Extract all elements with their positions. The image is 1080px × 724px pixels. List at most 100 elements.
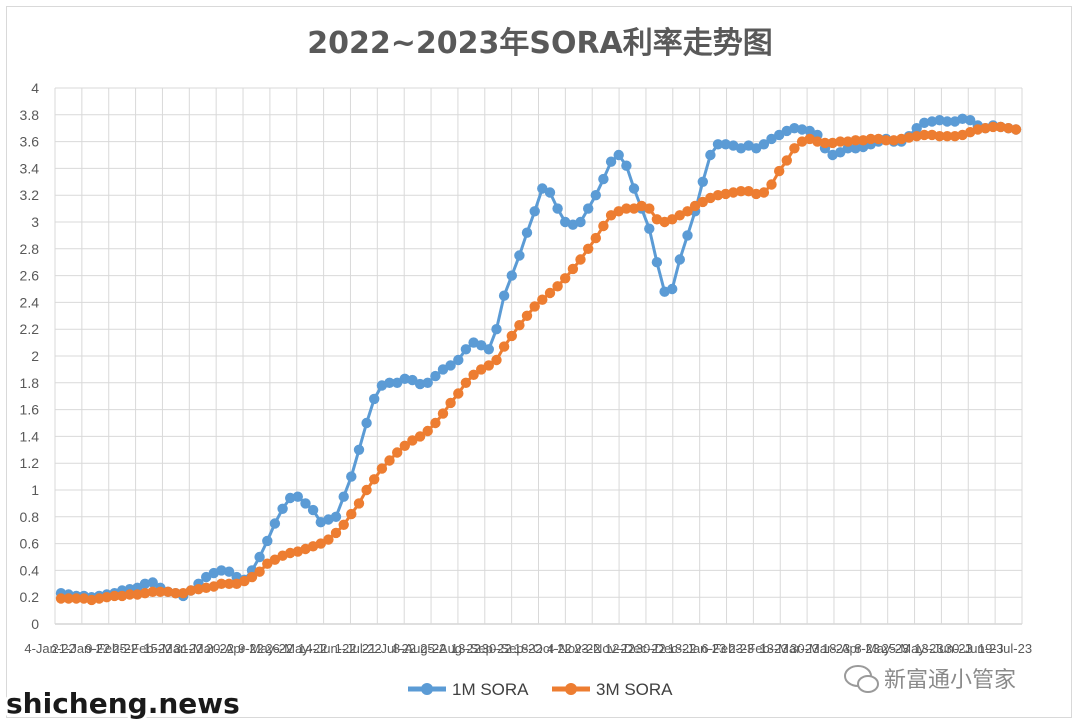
data-point bbox=[766, 133, 777, 145]
data-point bbox=[827, 137, 838, 149]
grid bbox=[54, 87, 1023, 625]
data-point bbox=[246, 571, 258, 583]
data-point bbox=[216, 565, 227, 576]
data-point bbox=[498, 290, 510, 301]
data-point bbox=[789, 143, 800, 154]
data-point bbox=[109, 590, 120, 602]
x-tick-label: 13-Jun-23 bbox=[914, 641, 973, 656]
y-tick-label: 2.6 bbox=[20, 268, 40, 284]
y-tick-label: 0.2 bbox=[20, 589, 40, 605]
data-point bbox=[453, 388, 464, 399]
data-point bbox=[55, 593, 67, 604]
data-point bbox=[338, 491, 349, 502]
data-point bbox=[705, 149, 716, 161]
data-point bbox=[537, 183, 548, 194]
legend-item-1m: 1M SORA bbox=[408, 680, 529, 699]
data-point bbox=[621, 160, 632, 171]
data-point bbox=[407, 374, 418, 386]
data-point bbox=[269, 554, 281, 565]
data-point bbox=[338, 519, 349, 530]
data-point bbox=[575, 216, 586, 228]
x-tick-label: 13-Sep-22 bbox=[451, 641, 512, 656]
data-point bbox=[911, 123, 922, 134]
data-point bbox=[942, 131, 953, 142]
data-point bbox=[667, 283, 678, 295]
data-point bbox=[529, 206, 540, 217]
data-point bbox=[751, 188, 762, 200]
data-point bbox=[223, 578, 235, 589]
data-point bbox=[575, 254, 586, 265]
data-point bbox=[460, 344, 472, 355]
data-point bbox=[254, 566, 265, 577]
data-point bbox=[529, 301, 540, 312]
x-tick-label: 30-Dec-22 bbox=[636, 641, 697, 656]
data-point bbox=[735, 186, 747, 197]
data-point bbox=[307, 504, 319, 516]
data-point bbox=[453, 354, 464, 366]
data-point bbox=[139, 578, 151, 589]
y-tick-label: 1.8 bbox=[20, 375, 40, 391]
data-point bbox=[644, 223, 655, 234]
x-tick-label: 14-Jun-22 bbox=[298, 641, 357, 656]
data-point bbox=[445, 397, 456, 409]
x-tick-label: 18-Apr-23 bbox=[822, 641, 880, 656]
data-point bbox=[491, 324, 502, 335]
data-point bbox=[491, 354, 502, 366]
data-point bbox=[560, 273, 571, 284]
data-point bbox=[987, 121, 999, 133]
data-point bbox=[506, 270, 517, 281]
data-point bbox=[644, 203, 655, 214]
data-point bbox=[483, 344, 494, 355]
data-point bbox=[980, 123, 991, 134]
x-tick-label: 19-Jul-23 bbox=[978, 641, 1032, 656]
data-point bbox=[842, 136, 854, 147]
data-point bbox=[292, 491, 303, 502]
data-point bbox=[78, 593, 90, 604]
legend-marker-1m bbox=[421, 683, 433, 695]
x-tick-label: 8-Aug-22 bbox=[393, 641, 446, 656]
x-tick-label: 15-Mar-22 bbox=[143, 641, 203, 656]
series-group bbox=[55, 113, 1022, 606]
data-point bbox=[392, 447, 403, 458]
x-axis: 4-Jan-2221-Jan-229-Feb-2225-Feb-2215-Mar… bbox=[24, 641, 1032, 656]
data-point bbox=[621, 203, 632, 214]
y-tick-label: 0.6 bbox=[20, 536, 40, 552]
data-point bbox=[544, 287, 556, 299]
data-point bbox=[583, 243, 594, 254]
data-point bbox=[965, 115, 976, 126]
data-point bbox=[850, 135, 861, 146]
watermark-left-text: shicheng.news bbox=[6, 687, 240, 720]
y-tick-label: 2.8 bbox=[20, 241, 40, 257]
x-tick-label: 25-May-23 bbox=[882, 641, 944, 656]
data-point bbox=[567, 263, 579, 275]
data-point bbox=[269, 518, 281, 529]
y-tick-label: 3.8 bbox=[20, 107, 40, 123]
data-point bbox=[116, 590, 128, 602]
data-point bbox=[414, 431, 426, 442]
data-point bbox=[147, 586, 158, 597]
chart-title: 2022~2023年SORA利率走势图 bbox=[307, 26, 773, 61]
x-tick-label: 21-Jul-22 bbox=[362, 641, 416, 656]
data-point bbox=[430, 370, 441, 382]
x-tick-label: 9-Feb-22 bbox=[85, 641, 138, 656]
data-point bbox=[369, 474, 380, 485]
data-point bbox=[712, 139, 724, 150]
y-tick-label: 2.4 bbox=[20, 294, 40, 310]
y-tick-label: 3 bbox=[31, 214, 39, 230]
x-tick-label: 30-Mar-23 bbox=[790, 641, 850, 656]
y-tick-label: 1.6 bbox=[20, 402, 40, 418]
data-point bbox=[262, 535, 273, 547]
data-point bbox=[216, 578, 227, 589]
x-tick-label: 18-Oct-22 bbox=[514, 641, 572, 656]
data-point bbox=[605, 156, 617, 167]
data-point bbox=[422, 377, 433, 388]
data-point bbox=[124, 589, 135, 600]
y-tick-label: 0.4 bbox=[20, 562, 40, 578]
data-point bbox=[330, 511, 342, 522]
x-tick-label: 21-Jan-22 bbox=[52, 641, 111, 656]
data-point bbox=[63, 593, 74, 604]
x-tick-label: 26-May-22 bbox=[265, 641, 327, 656]
y-tick-label: 0.8 bbox=[20, 509, 40, 525]
data-point bbox=[942, 116, 953, 127]
data-point bbox=[468, 369, 479, 380]
